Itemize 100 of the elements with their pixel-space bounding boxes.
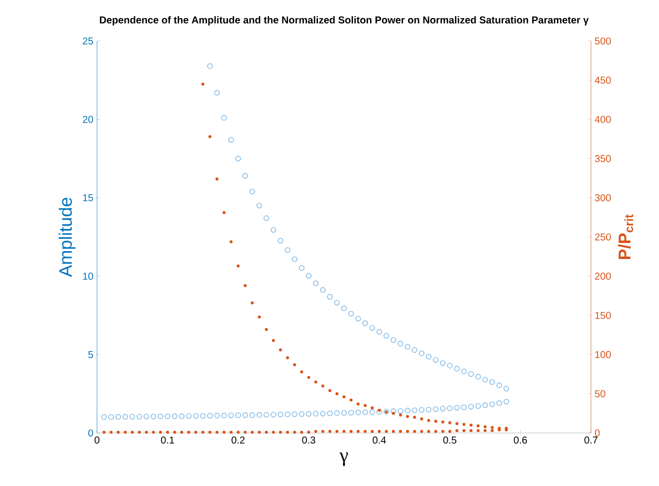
point: [298, 265, 304, 271]
point: [384, 332, 390, 339]
point: [476, 424, 480, 428]
point: [321, 384, 324, 388]
point: [166, 430, 170, 434]
point: [264, 430, 268, 434]
point: [370, 430, 374, 433]
x-tick-label: 0.5: [443, 436, 456, 444]
point: [228, 136, 234, 143]
point: [427, 430, 430, 433]
point: [342, 430, 346, 433]
point: [180, 430, 184, 434]
point: [300, 370, 304, 374]
point: [116, 430, 120, 434]
point: [321, 430, 324, 433]
point: [441, 430, 444, 433]
point: [136, 414, 142, 420]
point: [434, 430, 438, 433]
point: [496, 400, 502, 406]
point: [284, 247, 290, 253]
point: [468, 371, 474, 377]
point: [482, 402, 488, 408]
point: [398, 408, 404, 414]
point: [406, 430, 410, 433]
point: [427, 418, 430, 422]
y2-axis-title: P/P$_{crit}$: [618, 214, 634, 260]
point: [418, 350, 424, 356]
point: [158, 414, 164, 420]
point: [129, 414, 136, 420]
point: [334, 410, 340, 416]
point: [124, 430, 127, 434]
point: [398, 430, 402, 433]
point: [278, 238, 284, 244]
point: [504, 398, 510, 404]
point: [272, 338, 275, 342]
point: [286, 430, 290, 434]
point: [222, 430, 226, 434]
point: [292, 256, 298, 262]
point: [378, 430, 381, 433]
point: [307, 376, 310, 379]
point: [221, 115, 227, 121]
point: [364, 430, 367, 433]
point: [348, 410, 354, 416]
point: [420, 417, 424, 420]
point: [413, 416, 416, 419]
y-tick-label: 10: [83, 272, 94, 280]
point: [292, 411, 298, 417]
point: [236, 430, 240, 434]
point: [334, 300, 340, 306]
point: [300, 430, 304, 434]
point: [484, 429, 487, 432]
point: [398, 413, 402, 416]
y2-tick-label: 250: [595, 233, 611, 241]
point: [201, 82, 204, 86]
point: [362, 409, 368, 416]
point: [350, 430, 353, 433]
point: [390, 408, 396, 414]
point: [172, 413, 178, 420]
x-tick-label: 0: [94, 436, 100, 444]
point: [376, 409, 382, 415]
point: [392, 412, 395, 415]
y-tick-label: 0: [88, 429, 94, 437]
point: [369, 325, 376, 331]
point: [470, 429, 473, 432]
point: [404, 344, 410, 350]
y-tick-label: 20: [82, 116, 94, 123]
point: [448, 430, 452, 433]
point: [314, 430, 318, 433]
y2-tick-label: 150: [595, 312, 611, 319]
point: [101, 414, 107, 420]
point: [476, 429, 480, 432]
point: [200, 413, 206, 419]
y-tick-label: 5: [88, 351, 94, 358]
point: [448, 421, 452, 424]
point: [341, 410, 347, 416]
point: [256, 202, 262, 208]
point: [461, 368, 467, 374]
x-tick-label: 0.3: [302, 436, 316, 444]
point: [108, 414, 114, 420]
point: [392, 430, 395, 433]
point: [440, 360, 446, 366]
point: [475, 374, 481, 380]
point: [468, 404, 474, 410]
point: [235, 412, 241, 418]
point: [434, 420, 438, 423]
point: [447, 405, 453, 412]
point: [413, 430, 416, 433]
point: [489, 401, 495, 408]
y2-tick-label: 450: [594, 76, 611, 84]
point: [320, 410, 326, 416]
point: [455, 422, 458, 426]
point: [335, 430, 338, 433]
point: [420, 430, 424, 433]
point: [455, 429, 458, 432]
x-tick-label: 0.4: [372, 436, 386, 444]
point: [489, 379, 495, 385]
point: [230, 430, 233, 434]
point: [484, 425, 487, 428]
point: [186, 413, 192, 419]
point: [215, 177, 218, 180]
